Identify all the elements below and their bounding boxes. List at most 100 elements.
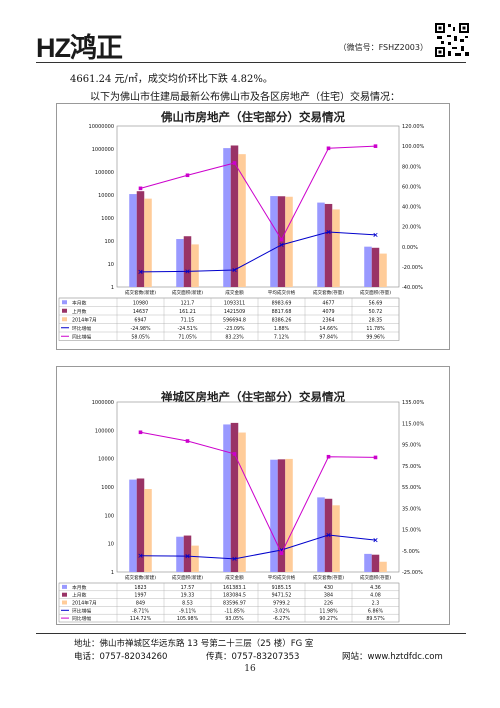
- bar: [317, 202, 325, 287]
- bar: [176, 536, 184, 572]
- bar: [371, 554, 380, 572]
- category-label: 成交面积(新建): [172, 574, 203, 581]
- table-cell: 17.57: [181, 585, 195, 591]
- bar: [144, 489, 152, 572]
- bar: [176, 239, 184, 287]
- table-cell: 11.78%: [366, 326, 385, 332]
- bar: [223, 148, 231, 287]
- y-right-tick-label: 100.00%: [402, 144, 424, 150]
- line-point: [373, 538, 378, 543]
- legend-swatch: [62, 584, 67, 589]
- logo-text: HZ鸿正: [36, 33, 123, 63]
- chart-title: 禅城区房地产（住宅部分）交易情况: [161, 390, 345, 404]
- table-cell: 97.84%: [319, 334, 338, 340]
- legend-swatch: [62, 600, 67, 605]
- bar: [379, 561, 387, 572]
- table-cell: 161383.1: [223, 585, 246, 591]
- bar: [129, 194, 137, 287]
- table-cell: 2364: [322, 317, 334, 323]
- table-cell: 71.05%: [178, 334, 197, 340]
- y-left-tick-label: 100000: [95, 170, 114, 176]
- category-label: 成交金额: [225, 574, 244, 581]
- table-cell: 105.98%: [177, 616, 199, 622]
- table-cell: 19.33: [181, 593, 195, 599]
- table-cell: 1997: [134, 593, 146, 599]
- table-cell: 4.08: [370, 593, 381, 599]
- table-cell: 114.72%: [130, 616, 152, 622]
- category-label: 成交套数(存量): [313, 289, 344, 296]
- y-right-tick-label: 35.00%: [402, 506, 421, 512]
- wechat-id: （微信号：FSHZ2003）: [338, 43, 428, 52]
- bar: [144, 198, 152, 287]
- table-cell: -24.98%: [130, 326, 150, 332]
- table-cell: 56.69: [369, 300, 383, 306]
- table-cell: 9185.15: [272, 585, 292, 591]
- category-label: 成交面积(存量): [360, 289, 391, 296]
- plot-area: [116, 401, 400, 573]
- table-cell: 6947: [134, 317, 146, 323]
- table-cell: 11.98%: [319, 608, 338, 614]
- line-point: [279, 242, 284, 247]
- chart-foshan: 佛山市房地产（住宅部分）交易情况 1 10 100 1000 10000 100000 10…: [56, 103, 450, 350]
- table-cell: 849: [136, 601, 145, 607]
- y-left-tick-label: 10: [108, 262, 114, 268]
- bar: [332, 505, 340, 572]
- y-right-tick-label: -20.00%: [402, 265, 423, 271]
- legend-label: 本月数: [72, 299, 87, 306]
- page-number: 16: [244, 664, 256, 674]
- legend-swatch: [62, 300, 67, 305]
- category-label: 成交面积(新建): [172, 289, 203, 296]
- bar: [183, 535, 192, 572]
- legend-label: 同比增幅: [72, 615, 91, 622]
- table-cell: 7.12%: [274, 334, 290, 340]
- line-point: [373, 144, 378, 148]
- table-cell: 89.57%: [366, 616, 385, 622]
- y-right-tick-label: 135.00%: [402, 400, 424, 406]
- table-cell: 50.72: [369, 309, 383, 315]
- table-cell: 2.3: [372, 601, 380, 607]
- table-cell: 71.15: [181, 317, 195, 323]
- line-point: [232, 161, 237, 165]
- line-point: [138, 553, 143, 558]
- table-cell: 596694.8: [223, 317, 246, 323]
- series-line: [140, 431, 376, 555]
- bar: [230, 422, 239, 572]
- line-point: [185, 269, 190, 274]
- bar: [191, 545, 199, 572]
- bar: [317, 497, 325, 572]
- y-left-tick-label: 10000: [98, 457, 114, 463]
- category-label: 平均成交价格: [268, 574, 296, 581]
- table-cell: 384: [324, 593, 333, 599]
- bar: [371, 247, 380, 287]
- footer-divider: [36, 633, 466, 634]
- bar: [136, 478, 145, 572]
- intro-line-2: 以下为佛山市住建局最新公布佛山市及各区房地产（住宅）交易情况：: [90, 92, 400, 103]
- bar: [223, 424, 231, 572]
- line-point: [185, 439, 190, 443]
- y-left-tick-label: 1000: [101, 485, 114, 491]
- line-point: [232, 267, 237, 273]
- y-right-tick-label: 80.00%: [402, 164, 421, 170]
- y-left-tick-label: 100: [104, 513, 114, 519]
- legend-label: 上月数: [72, 592, 87, 599]
- table-cell: 83596.97: [223, 601, 246, 607]
- qr-code-icon: [434, 22, 470, 58]
- table-cell: 226: [324, 601, 333, 607]
- table-cell: 6.86%: [368, 608, 384, 614]
- table-cell: 93.05%: [225, 616, 244, 622]
- y-left-tick-label: 10000: [98, 193, 114, 199]
- line-point: [279, 237, 284, 242]
- bar: [285, 196, 293, 287]
- bar: [379, 253, 387, 287]
- table-cell: 4677: [322, 300, 334, 306]
- legend-label: 上月数: [72, 308, 87, 315]
- table-cell: 9799.2: [273, 601, 290, 607]
- legend-swatch: [62, 317, 67, 322]
- line-point: [138, 186, 143, 191]
- table-cell: -8.71%: [132, 608, 149, 614]
- y-right-tick-label: 75.00%: [402, 464, 421, 470]
- y-right-tick-label: 60.00%: [402, 184, 421, 190]
- legend-swatch: [62, 592, 67, 597]
- footer-website: 网站：www.hztdfdc.com: [342, 652, 443, 662]
- intro-line-1: 4661.24 元/㎡，成交均价环比下跌 4.82%。: [70, 74, 273, 85]
